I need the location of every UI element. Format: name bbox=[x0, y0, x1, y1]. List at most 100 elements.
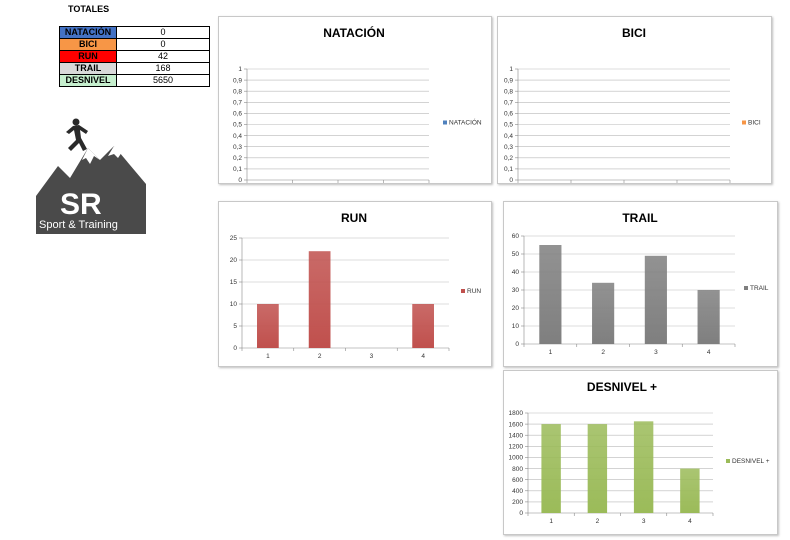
y-tick-label: 0,6 bbox=[504, 111, 513, 118]
x-tick-label: 4 bbox=[688, 518, 692, 525]
totals-label: NATACIÓN bbox=[59, 26, 117, 39]
runner-icon bbox=[66, 118, 88, 151]
bar bbox=[412, 304, 434, 348]
totals-value: 42 bbox=[116, 50, 210, 63]
y-tick-label: 0,3 bbox=[233, 144, 242, 151]
totals-value: 5650 bbox=[116, 74, 210, 87]
x-tick-label: 1 bbox=[549, 349, 553, 356]
x-tick-label: 4 bbox=[707, 349, 711, 356]
legend-label: BICI bbox=[748, 120, 761, 127]
y-tick-label: 0,2 bbox=[233, 155, 242, 162]
x-tick-label: 2 bbox=[601, 349, 605, 356]
chart-run: RUN 0 5 10 15 20 25 1 2 3 4 RUN bbox=[218, 201, 492, 367]
y-tick-label: 0 bbox=[515, 341, 519, 348]
totals-row: DESNIVEL 5650 bbox=[59, 74, 210, 87]
bar bbox=[592, 282, 615, 344]
mountain-shape bbox=[36, 146, 146, 234]
y-tick-label: 1200 bbox=[509, 444, 524, 451]
y-tick-label: 0,7 bbox=[233, 100, 242, 107]
x-tick-label: 2 bbox=[318, 353, 322, 360]
y-tick-label: 0,9 bbox=[233, 77, 242, 84]
x-tick-label: 4 bbox=[421, 353, 425, 360]
legend-swatch bbox=[744, 286, 748, 290]
totals-label: TRAIL bbox=[59, 62, 117, 75]
chart-svg: BICI00,10,20,30,40,50,60,70,80,911234BIC… bbox=[504, 26, 761, 183]
y-tick-label: 0,8 bbox=[504, 88, 513, 95]
totals-table: NATACIÓN 0 BICI 0 RUN 42 TRAIL 168 DESNIVEL 5650 bbox=[59, 26, 210, 87]
y-tick-label: 0,5 bbox=[233, 122, 242, 129]
bar bbox=[587, 424, 608, 513]
logo-tagline: Sport & Training bbox=[39, 219, 118, 231]
sport-training-logo: SR Sport & Training bbox=[36, 118, 146, 234]
y-tick-label: 800 bbox=[512, 466, 523, 473]
bar bbox=[680, 468, 700, 513]
x-tick-label: 2 bbox=[596, 518, 600, 525]
y-tick-label: 0,1 bbox=[504, 166, 513, 173]
y-tick-label: 600 bbox=[512, 477, 523, 484]
y-tick-label: 20 bbox=[512, 305, 520, 312]
chart-title: BICI bbox=[622, 26, 646, 40]
chart-title: RUN bbox=[341, 211, 367, 225]
y-tick-label: 50 bbox=[512, 251, 520, 258]
y-tick-label: 5 bbox=[233, 323, 237, 330]
logo-initials: SR bbox=[60, 188, 102, 221]
y-tick-label: 0,5 bbox=[504, 122, 513, 129]
chart-svg: RUN 0 5 10 15 20 25 1 2 3 4 RUN bbox=[230, 211, 482, 360]
y-tick-label: 1 bbox=[509, 66, 513, 73]
legend-swatch bbox=[461, 289, 465, 293]
chart-svg: TRAIL 0 10 20 30 40 50 60 1 2 3 4 TRAIL bbox=[512, 211, 769, 356]
bar bbox=[257, 304, 279, 348]
y-tick-label: 60 bbox=[512, 233, 520, 240]
legend-label: DESNIVEL + bbox=[732, 458, 770, 465]
y-tick-label: 0,3 bbox=[504, 144, 513, 151]
bar bbox=[539, 245, 562, 344]
y-tick-label: 0,2 bbox=[504, 155, 513, 162]
y-tick-label: 0 bbox=[519, 510, 523, 517]
legend-swatch bbox=[742, 120, 746, 125]
mountain-snowcap bbox=[82, 148, 100, 164]
y-tick-label: 30 bbox=[512, 287, 520, 294]
bar bbox=[697, 290, 720, 344]
chart-title: DESNIVEL + bbox=[587, 380, 657, 394]
bar bbox=[308, 251, 331, 348]
chart-title: NATACIÓN bbox=[323, 25, 385, 40]
y-tick-label: 200 bbox=[512, 499, 523, 506]
legend-label: TRAIL bbox=[750, 285, 769, 292]
y-tick-label: 1600 bbox=[509, 421, 524, 428]
y-tick-label: 0,8 bbox=[233, 88, 242, 95]
x-tick-label: 3 bbox=[642, 518, 646, 525]
totals-row: RUN 42 bbox=[59, 50, 210, 63]
y-tick-label: 0,6 bbox=[233, 111, 242, 118]
y-tick-label: 0,4 bbox=[233, 133, 242, 140]
mountain-snowcap bbox=[108, 146, 122, 158]
legend-label: NATACIÓN bbox=[449, 118, 482, 127]
y-tick-label: 15 bbox=[230, 279, 238, 286]
legend-swatch bbox=[443, 120, 447, 125]
y-tick-label: 0 bbox=[233, 345, 237, 352]
chart-bici: BICI00,10,20,30,40,50,60,70,80,911234BIC… bbox=[497, 16, 772, 184]
y-tick-label: 0,9 bbox=[504, 77, 513, 84]
y-tick-label: 1400 bbox=[509, 432, 524, 439]
y-tick-label: 25 bbox=[230, 235, 238, 242]
bar bbox=[541, 424, 561, 513]
chart-trail: TRAIL 0 10 20 30 40 50 60 1 2 3 4 TRAIL bbox=[503, 201, 778, 367]
totals-row: NATACIÓN 0 bbox=[59, 26, 210, 39]
totals-row: TRAIL 168 bbox=[59, 62, 210, 75]
legend-swatch bbox=[726, 459, 730, 463]
y-tick-label: 1000 bbox=[509, 455, 524, 462]
chart-natacion: NATACIÓN00,10,20,30,40,50,60,70,80,91123… bbox=[218, 16, 492, 184]
x-tick-label: 3 bbox=[654, 349, 658, 356]
y-tick-label: 400 bbox=[512, 488, 523, 495]
y-tick-label: 20 bbox=[230, 257, 238, 264]
bar bbox=[633, 421, 654, 513]
y-tick-label: 0,4 bbox=[504, 133, 513, 140]
totals-label: BICI bbox=[59, 38, 117, 51]
totals-value: 0 bbox=[116, 38, 210, 51]
y-tick-label: 40 bbox=[512, 269, 520, 276]
x-tick-label: 1 bbox=[266, 353, 270, 360]
y-tick-label: 10 bbox=[230, 301, 238, 308]
y-tick-label: 0 bbox=[509, 177, 513, 183]
legend-label: RUN bbox=[467, 288, 481, 295]
totals-label: DESNIVEL bbox=[59, 74, 117, 87]
totals-row: BICI 0 bbox=[59, 38, 210, 51]
